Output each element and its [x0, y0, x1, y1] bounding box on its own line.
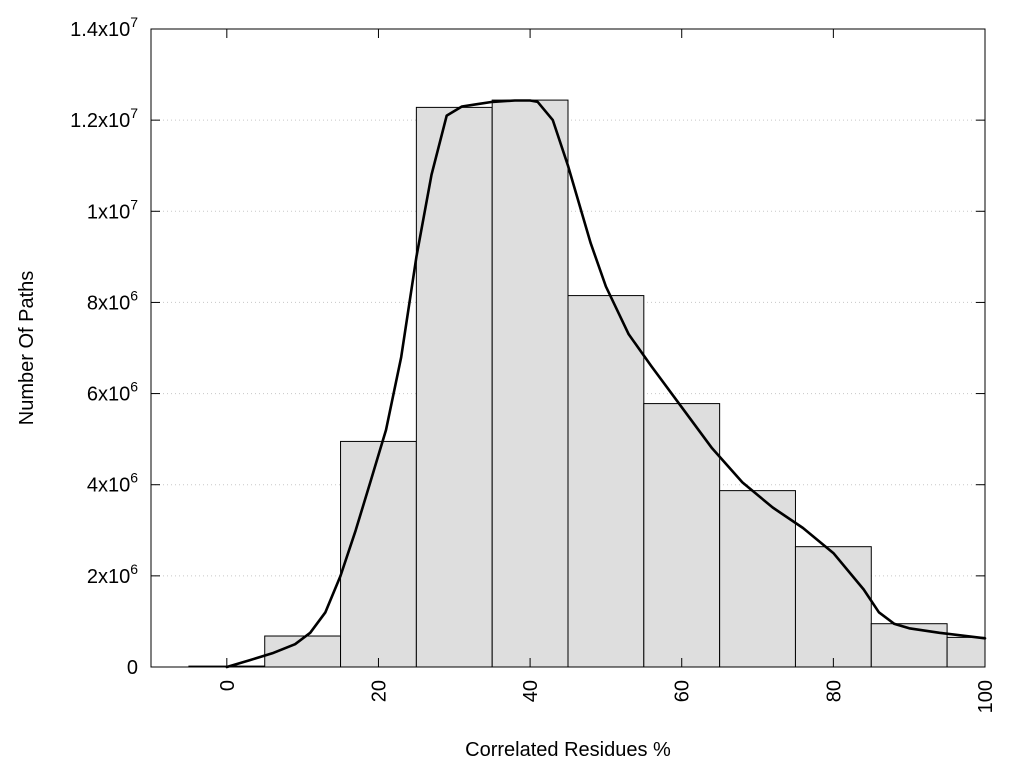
y-tick-label-0: 0	[127, 657, 138, 679]
y-axis-title: Number Of Paths	[16, 271, 38, 426]
bar-6	[643, 403, 721, 668]
bar-2	[340, 440, 417, 668]
bar-7	[719, 490, 796, 668]
y-tick-label-3: 6x106	[87, 379, 138, 406]
y-tick-label-2: 4x106	[87, 470, 138, 497]
y-tick-label-4: 8x106	[87, 287, 138, 314]
y-tick-label-5: 1x107	[87, 196, 138, 223]
x-tick-label-5: 100	[975, 680, 997, 713]
x-tick-label-1: 20	[368, 680, 390, 702]
x-tick-label-2: 40	[520, 680, 542, 702]
bar-5	[567, 295, 645, 668]
histogram-bars	[188, 99, 986, 668]
x-axis-title: Correlated Residues %	[465, 739, 671, 761]
x-tick-label-0: 0	[217, 680, 239, 691]
x-axis-tick-labels: 0 20 40 60 80 100	[217, 680, 997, 713]
bar-9	[870, 623, 948, 668]
bar-8	[794, 546, 872, 668]
x-tick-label-3: 60	[672, 680, 694, 702]
bar-10	[946, 636, 986, 668]
y-tick-label-6: 1.2x107	[70, 105, 138, 132]
bar-4	[491, 99, 569, 668]
y-axis-tick-labels: 0 2x106 4x106 6x106 8x106 1x107 1.2x107 1.4x107	[70, 14, 138, 679]
y-tick-label-1: 2x106	[87, 561, 138, 588]
x-tick-label-4: 80	[823, 680, 845, 702]
bar-3	[415, 106, 493, 668]
plot-frame	[150, 28, 986, 668]
density-curve	[225, 99, 987, 669]
y-tick-label-7: 1.4x107	[70, 14, 138, 41]
axis-ticks	[151, 28, 986, 668]
